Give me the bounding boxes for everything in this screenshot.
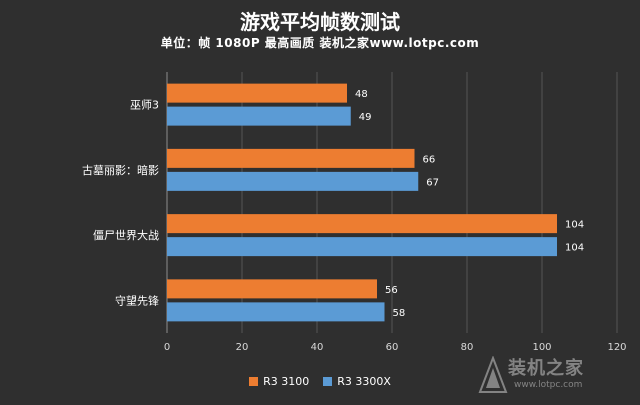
bar-0-3 bbox=[167, 279, 377, 299]
watermark-text: 装机之家 bbox=[508, 358, 584, 379]
legend-label-r3-3100: R3 3100 bbox=[263, 375, 310, 388]
legend: R3 3100 R3 3300X bbox=[0, 375, 640, 388]
chart-subtitle: 单位：帧 1080P 最高画质 装机之家www.lotpc.com bbox=[160, 36, 480, 50]
bar-1-1 bbox=[167, 171, 419, 191]
x-tick-label-100: 100 bbox=[532, 342, 551, 353]
bar-0-2 bbox=[167, 214, 557, 234]
bar-1-2 bbox=[167, 237, 557, 257]
x-tick-label-20: 20 bbox=[236, 342, 249, 353]
x-tick-label-120: 120 bbox=[607, 342, 626, 353]
data-label-0-3: 56 bbox=[385, 285, 398, 296]
data-label-1-1: 67 bbox=[426, 177, 439, 188]
watermark-url: www.lotpc.com bbox=[514, 380, 583, 390]
legend-label-r3-3300x: R3 3300X bbox=[337, 375, 391, 388]
data-label-0-0: 48 bbox=[355, 89, 368, 100]
category-label-2: 僵尸世界大战 bbox=[93, 228, 159, 242]
chart-title: 游戏平均帧数测试 bbox=[240, 10, 400, 34]
legend-swatch-r3-3300x bbox=[323, 377, 333, 386]
x-tick-label-0: 0 bbox=[164, 342, 170, 353]
bar-0-0 bbox=[167, 83, 347, 103]
category-label-3: 守望先锋 bbox=[115, 293, 159, 307]
watermark-logo-icon bbox=[478, 356, 508, 393]
bar-0-1 bbox=[167, 148, 415, 168]
legend-swatch-r3-3100 bbox=[249, 377, 259, 386]
legend-item-r3-3300x: R3 3300X bbox=[323, 375, 391, 388]
x-tick-label-40: 40 bbox=[311, 342, 324, 353]
legend-item-r3-3100: R3 3100 bbox=[249, 375, 309, 388]
x-tick-label-60: 60 bbox=[386, 342, 399, 353]
watermark: 装机之家 www.lotpc.com bbox=[478, 352, 638, 402]
category-label-1: 古墓丽影：暗影 bbox=[82, 163, 159, 177]
data-label-0-1: 66 bbox=[423, 154, 436, 165]
data-label-1-3: 58 bbox=[393, 308, 406, 319]
data-label-1-0: 49 bbox=[359, 112, 372, 123]
data-label-0-2: 104 bbox=[565, 220, 584, 231]
data-label-1-2: 104 bbox=[565, 243, 584, 254]
bar-1-3 bbox=[167, 302, 385, 322]
category-label-0: 巫师3 bbox=[130, 99, 159, 112]
x-tick-label-80: 80 bbox=[461, 342, 474, 353]
bar-1-0 bbox=[167, 106, 351, 126]
